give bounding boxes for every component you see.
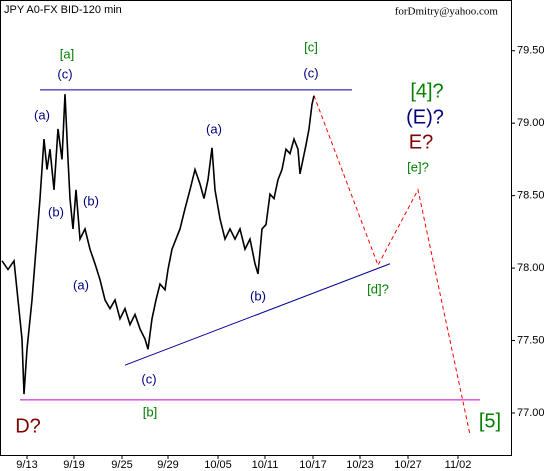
wave-label: (E)?	[406, 106, 444, 128]
x-tick-label: 10/17	[299, 459, 327, 471]
wave-label: [b]	[143, 404, 157, 419]
wave-label: [c]	[304, 39, 318, 54]
price-line	[1, 94, 315, 395]
x-tick-label: 10/05	[204, 459, 232, 471]
x-tick-label: 10/11	[252, 459, 279, 471]
wave-label: (c)	[303, 65, 318, 80]
x-tick-label: 11/02	[445, 459, 472, 471]
trend-line	[124, 263, 391, 366]
y-tick-label: 79.50	[517, 45, 545, 57]
wave-label: (a)	[34, 107, 50, 122]
chart-title: JPY A0-FX BID-120 min	[4, 4, 122, 16]
y-tick-label: 78.50	[517, 190, 545, 202]
wave-label: (a)	[73, 277, 89, 292]
y-tick-label: 79.00	[517, 117, 545, 129]
y-tick-label: 77.00	[517, 407, 545, 419]
chart-subtitle: forDmitry@yahoo.com	[395, 6, 499, 18]
wave-label: (b)	[250, 288, 266, 303]
plot-area	[0, 0, 512, 456]
wave-label: [e]?	[407, 159, 429, 174]
x-tick-label: 9/19	[63, 459, 84, 471]
y-tick-label: 77.50	[517, 334, 545, 346]
wave-label: (a)	[206, 121, 222, 136]
wave-label: D?	[15, 415, 41, 437]
wave-label: [a]	[60, 46, 74, 61]
x-tick-label: 10/27	[394, 459, 422, 471]
x-tick-label: 10/23	[346, 459, 374, 471]
x-tick-label: 9/13	[16, 459, 37, 471]
x-tick-label: 9/29	[157, 459, 178, 471]
x-tick-label: 9/25	[111, 459, 132, 471]
wave-label: (c)	[141, 371, 156, 386]
wave-label: E?	[409, 131, 433, 153]
y-tick-label: 78.00	[517, 262, 545, 274]
wave-label: (c)	[57, 66, 72, 81]
wave-label: (b)	[83, 193, 99, 208]
wave-label: [4]?	[410, 80, 443, 102]
wave-label: [5]	[479, 410, 501, 432]
wave-label: (b)	[48, 204, 64, 219]
wave-label: [d]?	[367, 281, 389, 296]
